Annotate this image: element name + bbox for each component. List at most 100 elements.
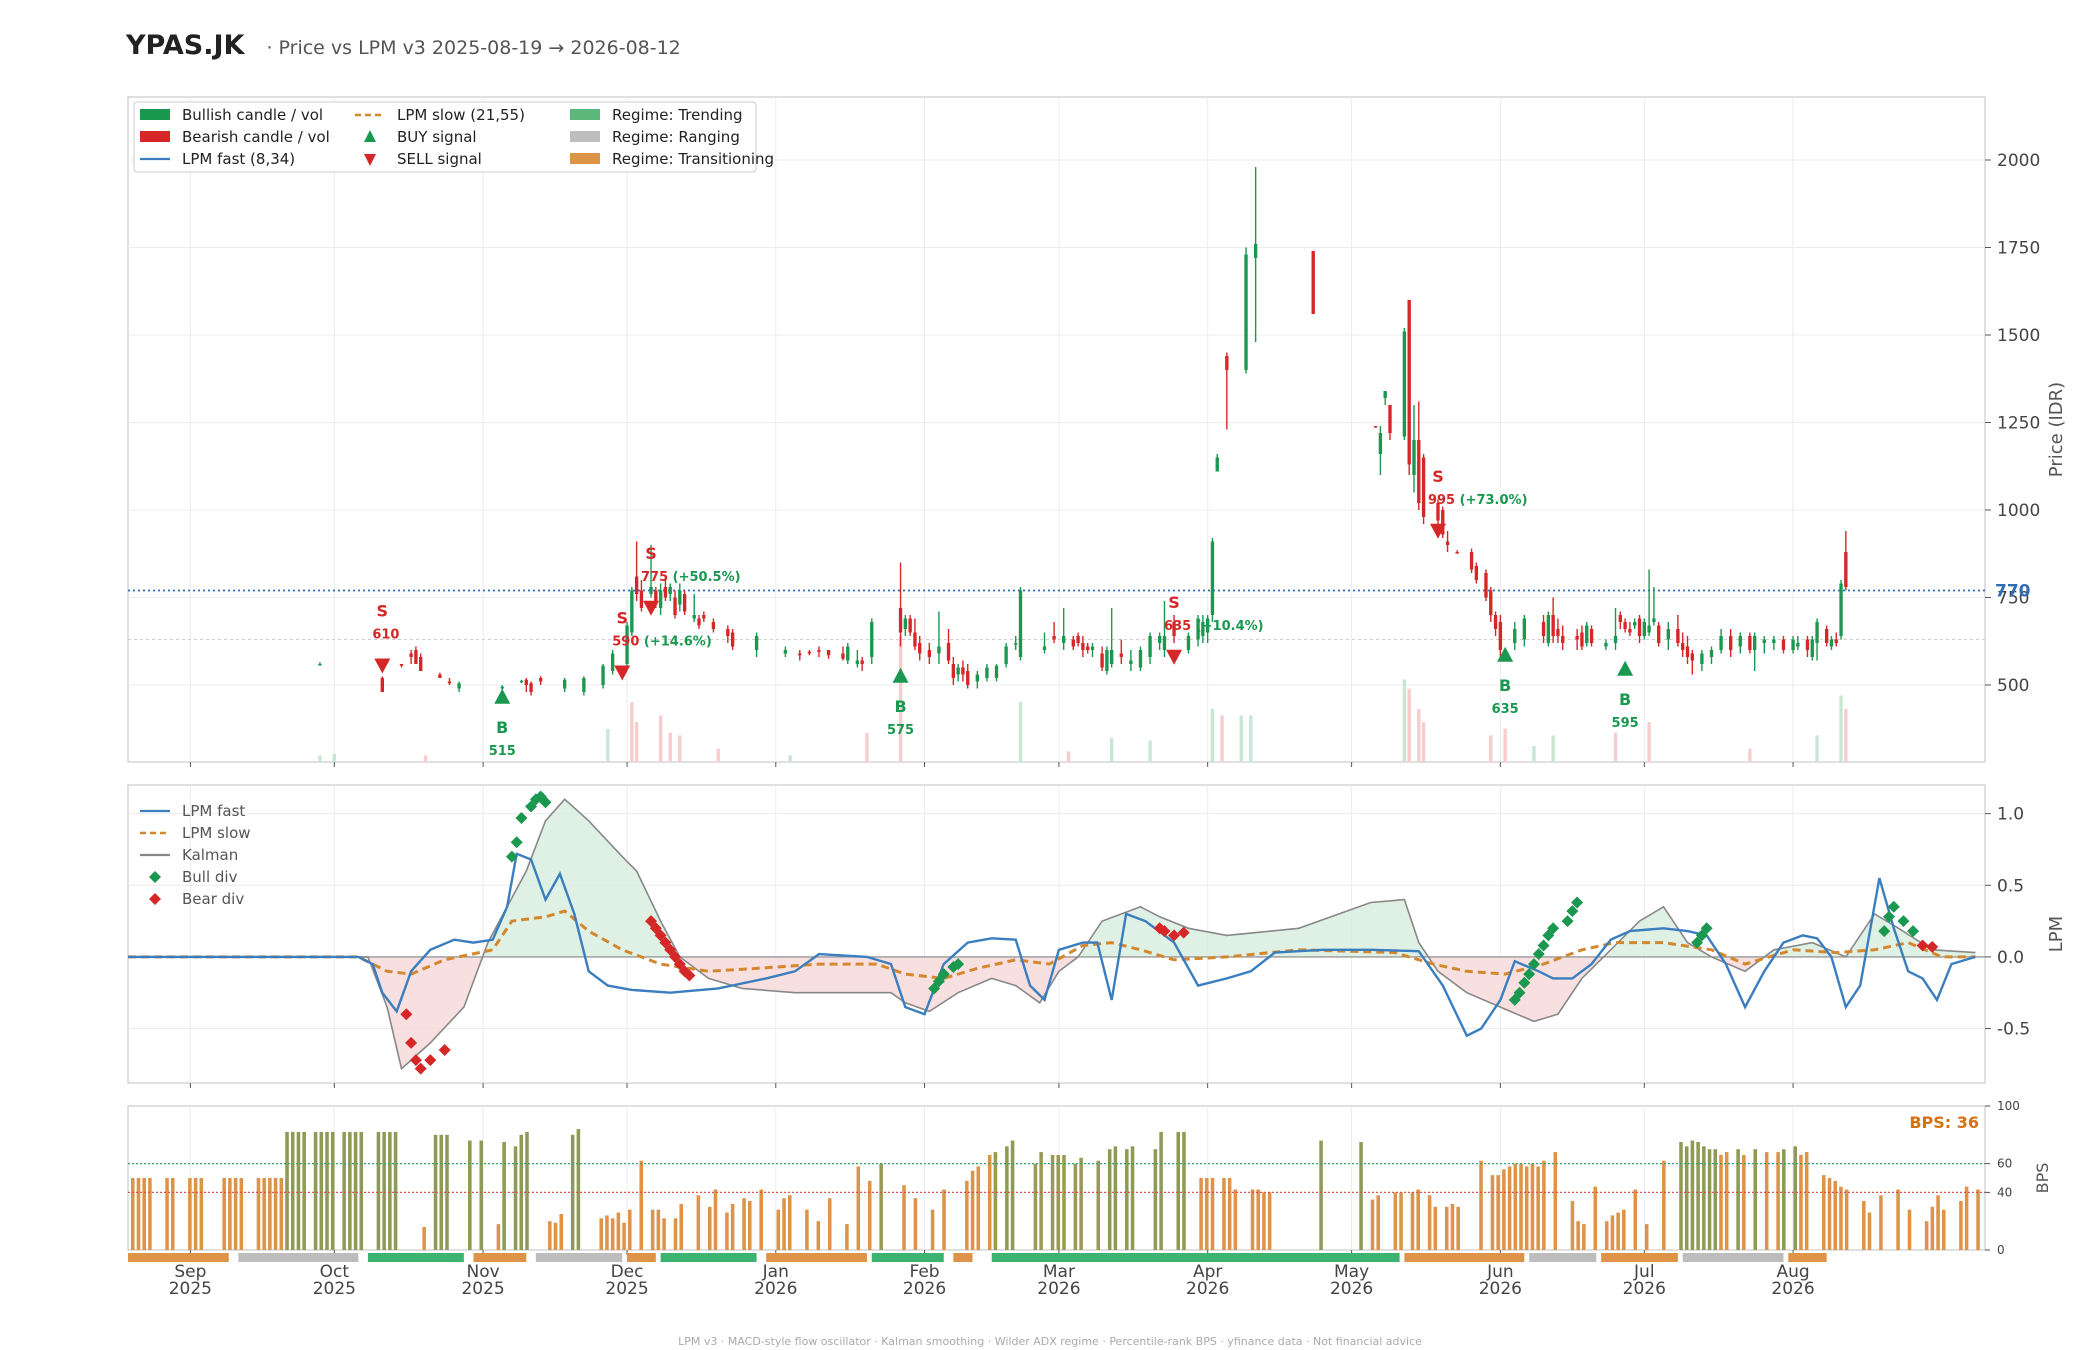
bps-bar xyxy=(1393,1192,1398,1250)
bps-y-tick-label: 0 xyxy=(1997,1243,2005,1257)
bull-divergence-marker xyxy=(1532,948,1545,961)
candle-body xyxy=(1796,643,1800,647)
candle-body xyxy=(1546,615,1551,643)
bps-bar xyxy=(1079,1157,1083,1250)
volume-bar xyxy=(865,732,869,762)
volume-bar xyxy=(1421,722,1426,762)
bps-bar xyxy=(479,1140,484,1250)
bps-bar xyxy=(1159,1131,1163,1250)
bull-divergence-marker xyxy=(1513,986,1526,999)
buy-signal-price: 635 xyxy=(1492,702,1519,717)
candle-body xyxy=(634,576,639,594)
bps-bar xyxy=(319,1131,324,1250)
candle-body xyxy=(562,679,567,689)
x-tick-month-label: May xyxy=(1334,1262,1369,1282)
bear-divergence-marker xyxy=(1168,929,1181,942)
candles xyxy=(318,167,1848,696)
buy-signal-letter: B xyxy=(1499,676,1511,695)
buy-signal-price: 575 xyxy=(887,723,914,738)
bps-bar xyxy=(679,1203,683,1250)
bps-bar xyxy=(1410,1192,1415,1250)
bps-bar xyxy=(713,1189,718,1250)
bps-bar xyxy=(1370,1199,1375,1250)
regime-strip xyxy=(128,1253,1827,1262)
candle-body xyxy=(1493,615,1498,629)
bps-bar xyxy=(1576,1221,1580,1250)
bps-bar xyxy=(1456,1206,1460,1250)
candle-body xyxy=(1700,653,1704,664)
sell-signal-letter: S xyxy=(616,609,628,628)
candle-body xyxy=(1090,646,1095,650)
legend-label: Regime: Trending xyxy=(612,106,743,124)
lpm-legend: LPM fast LPM slow Kalman Bull div Bear div xyxy=(140,802,251,908)
bps-bar xyxy=(1513,1163,1518,1250)
bps-bar xyxy=(1713,1149,1718,1250)
bps-bar xyxy=(1530,1163,1535,1250)
legend-label: Regime: Ranging xyxy=(612,128,740,146)
lpm-legend-label: Bull div xyxy=(182,868,238,886)
bear-divergence-marker xyxy=(683,969,696,982)
candle-body xyxy=(524,679,528,685)
lpm-y-tick-label: 0.0 xyxy=(1997,948,2024,968)
candle-body xyxy=(898,608,903,633)
bps-bar xyxy=(1433,1206,1438,1250)
candle-body xyxy=(1681,643,1685,650)
bps-bar xyxy=(942,1189,946,1250)
legend-up-triangle xyxy=(364,130,376,142)
regime-band xyxy=(367,1253,464,1262)
bps-bar xyxy=(1256,1189,1260,1250)
bps-bar xyxy=(1507,1166,1512,1250)
sell-signal-price: 635 (+10.4%) xyxy=(1164,619,1264,634)
bps-bar xyxy=(330,1131,335,1250)
candle-body xyxy=(697,618,701,626)
price-y-tick-label: 1000 xyxy=(1997,501,2040,521)
bps-bar xyxy=(1542,1160,1546,1250)
bear-divergence-marker xyxy=(424,1054,437,1067)
candle-body xyxy=(1738,636,1742,647)
bps-bar xyxy=(639,1160,643,1250)
bps-bar xyxy=(696,1195,701,1250)
candle-body xyxy=(1441,510,1445,535)
sell-signal-price: 590 (+14.6%) xyxy=(612,635,712,650)
x-tick-year-label: 2026 xyxy=(1037,1279,1080,1299)
candle-body xyxy=(1201,622,1205,636)
bear-divergence-marker xyxy=(400,1008,413,1021)
sell-signal-price: 610 xyxy=(372,628,399,643)
volume-bar xyxy=(1220,715,1224,762)
x-tick-month-label: Apr xyxy=(1193,1262,1222,1282)
volume-bar xyxy=(630,702,634,762)
bps-bar xyxy=(1319,1140,1323,1250)
bull-divergence-marker xyxy=(515,811,528,824)
bps-bar xyxy=(1959,1201,1963,1250)
bps-bar xyxy=(867,1180,872,1250)
bps-bar xyxy=(313,1131,318,1250)
signals: S 610 B 515 S 590 (+14.6%) S 775 (+50.5%) B 575 S 6… xyxy=(372,467,1638,759)
bps-bar xyxy=(268,1178,272,1250)
candle-body xyxy=(419,657,423,671)
bull-divergence-marker xyxy=(1523,968,1536,981)
kalman-line xyxy=(128,798,1976,1071)
volume-bar xyxy=(1148,740,1152,762)
bps-bar xyxy=(576,1129,581,1250)
candle-body xyxy=(1086,646,1090,650)
candle-body xyxy=(1556,629,1560,636)
candle-body xyxy=(903,618,908,629)
bps-bar xyxy=(1210,1178,1215,1250)
candle-body xyxy=(817,650,821,652)
candle-body xyxy=(1244,254,1248,370)
bps-bar xyxy=(233,1178,238,1250)
bps-bar xyxy=(279,1178,284,1250)
buy-signal-marker xyxy=(892,667,909,683)
bps-bar xyxy=(1496,1175,1500,1250)
volume-bar xyxy=(1839,695,1843,762)
candle-body xyxy=(654,590,658,605)
lpm-y-tick-label: 0.5 xyxy=(1997,876,2024,896)
bps-bar xyxy=(976,1166,981,1250)
bps-bar xyxy=(782,1198,786,1250)
regime-band xyxy=(1404,1253,1525,1262)
regime-band xyxy=(953,1253,973,1262)
candle-body xyxy=(1829,639,1834,647)
bps-bar xyxy=(913,1198,918,1250)
legend-label: Bearish candle / vol xyxy=(182,128,330,146)
bps-bar xyxy=(496,1224,501,1250)
